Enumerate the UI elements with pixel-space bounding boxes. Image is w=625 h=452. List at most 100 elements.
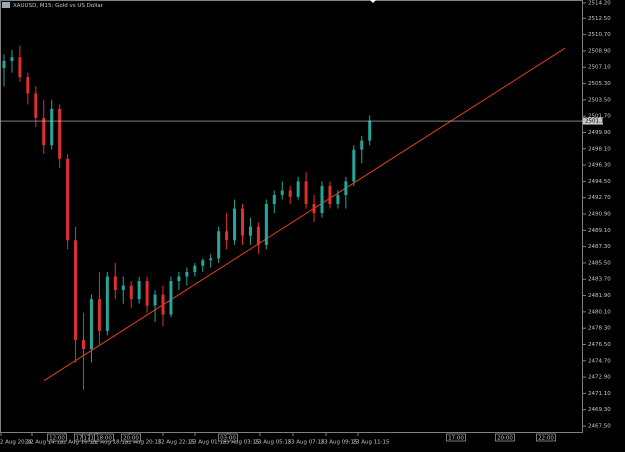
candle-body	[328, 185, 332, 205]
x-tick-label: 22 Aug 2024	[0, 440, 32, 446]
candle-body	[10, 57, 14, 61]
price-label: 2501.16	[585, 119, 608, 125]
y-tick-label: 2494.50	[588, 179, 611, 185]
y-tick-label: 2492.70	[588, 195, 611, 201]
x-tick-label: 23 Aug 01:15	[189, 440, 227, 446]
candle-body	[97, 299, 101, 331]
x-tick-label: 22 Aug 16:15	[59, 440, 97, 446]
y-tick-label: 2472.90	[588, 375, 611, 381]
candle-body	[113, 276, 117, 291]
candle-body	[312, 204, 316, 214]
period-marker: 03:00	[220, 435, 236, 441]
period-box	[94, 433, 114, 442]
candle-body	[129, 285, 133, 300]
y-tick-label: 2467.50	[588, 424, 611, 430]
y-tick-label: 2478.30	[588, 326, 611, 332]
period-box	[495, 433, 515, 442]
x-tick-label: 22 Aug 20:15	[124, 440, 162, 446]
candle-body	[82, 339, 85, 350]
candle-body	[344, 181, 348, 195]
candle-body	[177, 276, 181, 282]
period-marker: 17	[76, 435, 83, 441]
candle-body	[121, 285, 125, 291]
y-tick-label: 2471.10	[588, 391, 611, 397]
period-box	[218, 433, 238, 442]
x-tick-label: 23 Aug 05:15	[254, 440, 292, 446]
candle-body	[58, 108, 62, 159]
symbol-icon	[2, 2, 10, 8]
chart-title: XAUUSD, M15: Gold vs US Dollar	[13, 3, 104, 9]
candle-body	[225, 231, 229, 241]
candle-body	[137, 281, 141, 300]
y-tick-label: 2490.90	[588, 212, 611, 218]
y-tick-label: 2510.70	[588, 32, 611, 38]
shift-marker	[370, 0, 376, 3]
candle-body	[18, 57, 22, 78]
period-marker: 17	[84, 435, 91, 441]
x-tick-label: 23 Aug 07:15	[287, 440, 325, 446]
plot-frame	[0, 0, 583, 433]
candle-body	[241, 208, 244, 236]
y-tick-label: 2514.20	[588, 0, 611, 6]
candle-body	[336, 194, 340, 205]
y-tick-label: 2489.10	[588, 228, 611, 234]
candle-body	[153, 294, 157, 306]
x-tick-label: 22 Aug 18:15	[91, 440, 129, 446]
trendline	[43, 47, 566, 382]
y-tick-label: 2508.90	[588, 48, 611, 54]
y-tick-label: 2481.90	[588, 293, 611, 299]
y-tick-label: 2480.10	[588, 309, 611, 315]
x-tick-label: 22 Aug 22:15	[157, 440, 195, 446]
candle-body	[360, 140, 364, 150]
y-tick-label: 2487.30	[588, 244, 611, 250]
candle-body	[66, 158, 70, 241]
y-tick-label: 2476.50	[588, 342, 611, 348]
candle-body	[42, 117, 46, 146]
y-tick-label: 2485.50	[588, 260, 611, 266]
y-tick-label: 2501.70	[588, 114, 611, 120]
candle-body	[288, 190, 292, 197]
y-tick-label: 2474.70	[588, 358, 611, 364]
candle-body	[304, 181, 308, 205]
y-tick-label: 2507.10	[588, 65, 611, 71]
candle-body	[368, 120, 372, 141]
period-marker: 17:00	[448, 435, 464, 441]
candle-body	[296, 181, 300, 197]
period-box	[121, 433, 141, 442]
candle-body	[352, 149, 356, 182]
candle-body	[248, 226, 252, 236]
candle-body	[50, 108, 54, 146]
y-tick-label: 2483.70	[588, 277, 611, 283]
y-tick-label: 2503.50	[588, 97, 611, 103]
x-tick-label: 22 Aug 14:15	[26, 440, 64, 446]
period-box	[446, 433, 466, 442]
period-box	[47, 433, 67, 442]
candle-body	[74, 240, 78, 340]
x-tick-label: 23 Aug 11:15	[352, 440, 390, 446]
candle-body	[217, 231, 221, 259]
candle-body	[280, 190, 284, 195]
y-tick-label: 2499.90	[588, 130, 611, 136]
y-tick-label: 2496.30	[588, 163, 611, 169]
candle-body	[193, 265, 197, 272]
candle-body	[256, 226, 260, 245]
y-tick-label: 2512.50	[588, 16, 611, 22]
price-label-box	[583, 117, 603, 125]
period-box	[536, 433, 556, 442]
candle-body	[34, 93, 38, 118]
candle-body	[272, 194, 276, 205]
candle-body	[2, 60, 6, 69]
candle-body	[233, 208, 237, 241]
y-tick-label: 2498.10	[588, 146, 611, 152]
candle-body	[26, 77, 30, 94]
candle-body	[89, 299, 93, 350]
candle-body	[209, 258, 213, 261]
candle-body	[161, 294, 165, 315]
y-tick-label: 2469.30	[588, 407, 611, 413]
candle-body	[169, 281, 173, 315]
x-tick-label: 23 Aug 03:15	[222, 440, 260, 446]
period-marker: 20:00	[497, 435, 513, 441]
candle-body	[201, 260, 205, 266]
